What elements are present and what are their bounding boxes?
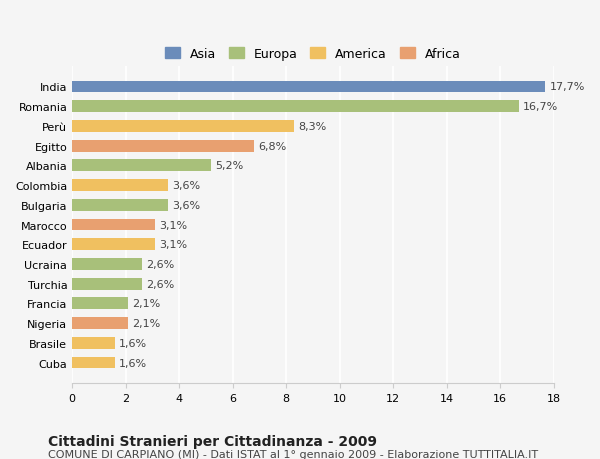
Bar: [72, 140, 254, 152]
Text: 16,7%: 16,7%: [523, 102, 558, 112]
Bar: [72, 258, 142, 270]
Text: 2,1%: 2,1%: [132, 299, 161, 309]
Text: 2,6%: 2,6%: [146, 259, 174, 269]
Bar: [72, 357, 115, 369]
Bar: [72, 180, 169, 191]
Text: 8,3%: 8,3%: [298, 122, 326, 132]
Bar: [72, 278, 142, 290]
Text: 2,6%: 2,6%: [146, 279, 174, 289]
Text: 6,8%: 6,8%: [258, 141, 286, 151]
Text: 3,1%: 3,1%: [159, 240, 187, 250]
Text: 3,1%: 3,1%: [159, 220, 187, 230]
Bar: [72, 337, 115, 349]
Text: Cittadini Stranieri per Cittadinanza - 2009: Cittadini Stranieri per Cittadinanza - 2…: [48, 434, 377, 448]
Bar: [72, 200, 169, 211]
Bar: [72, 121, 294, 133]
Bar: [72, 101, 519, 113]
Text: 3,6%: 3,6%: [172, 181, 200, 190]
Bar: [72, 81, 545, 93]
Legend: Asia, Europa, America, Africa: Asia, Europa, America, Africa: [159, 42, 467, 67]
Bar: [72, 298, 128, 310]
Text: 17,7%: 17,7%: [550, 82, 585, 92]
Bar: [72, 160, 211, 172]
Bar: [72, 318, 128, 329]
Text: 1,6%: 1,6%: [119, 338, 147, 348]
Text: COMUNE DI CARPIANO (MI) - Dati ISTAT al 1° gennaio 2009 - Elaborazione TUTTITALI: COMUNE DI CARPIANO (MI) - Dati ISTAT al …: [48, 449, 538, 459]
Text: 2,1%: 2,1%: [132, 319, 161, 328]
Text: 5,2%: 5,2%: [215, 161, 244, 171]
Text: 1,6%: 1,6%: [119, 358, 147, 368]
Text: 3,6%: 3,6%: [172, 201, 200, 210]
Bar: [72, 239, 155, 251]
Bar: [72, 219, 155, 231]
